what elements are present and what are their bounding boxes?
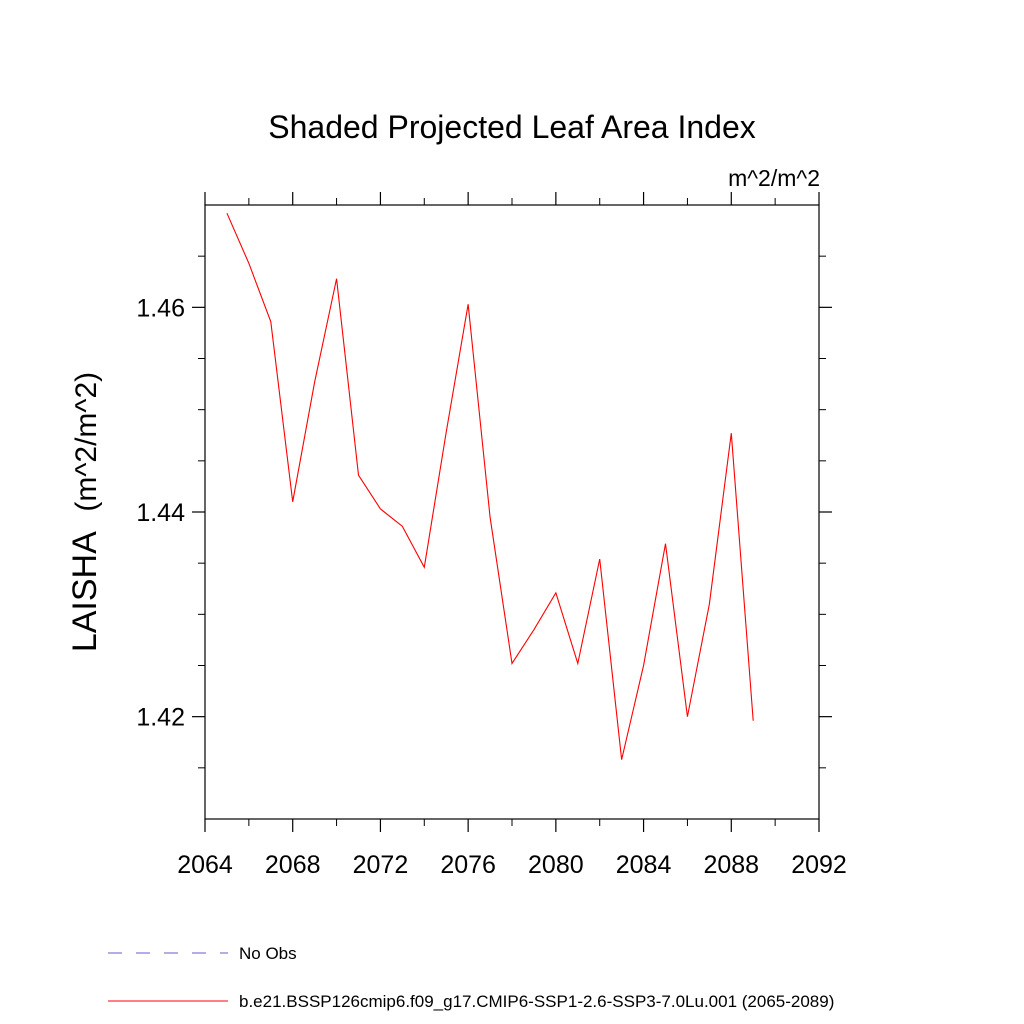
x-tick-label: 2064 [177,851,233,879]
legend: No Obs b.e21.BSSP126cmip6.f09_g17.CMIP6-S… [108,944,834,1011]
legend-label: No Obs [239,944,297,963]
y-axis-title-main: LAISHA [66,531,104,652]
x-tick-label: 2092 [791,851,847,879]
x-tick-label: 2080 [528,851,584,879]
y-tick-label: 1.44 [136,499,185,527]
series-line [226,212,754,760]
y-tick-label: 1.46 [136,294,185,322]
x-tick-label: 2068 [265,851,321,879]
x-tick-label: 2072 [353,851,409,879]
y-tick-label: 1.42 [136,704,185,732]
plot-frame [204,204,820,820]
x-tick-label: 2084 [616,851,672,879]
axis-ticks: 2064 2068 2072 2076 2080 2084 2088 2092 1.42 1.44… [136,192,847,879]
svg-text:LAISHA (m^2/m^2): LAISHA (m^2/m^2) [66,372,104,652]
legend-label: b.e21.BSSP126cmip6.f09_g17.CMIP6-SSP1-2.… [239,992,834,1011]
units-label: m^2/m^2 [728,165,820,191]
y-axis-title-units: (m^2/m^2) [70,372,103,512]
y-axis-title: LAISHA (m^2/m^2) [66,372,104,652]
x-tick-label: 2088 [703,851,759,879]
x-tick-label: 2076 [440,851,496,879]
series-layer [226,212,754,760]
chart-title: Shaded Projected Leaf Area Index [268,109,755,145]
